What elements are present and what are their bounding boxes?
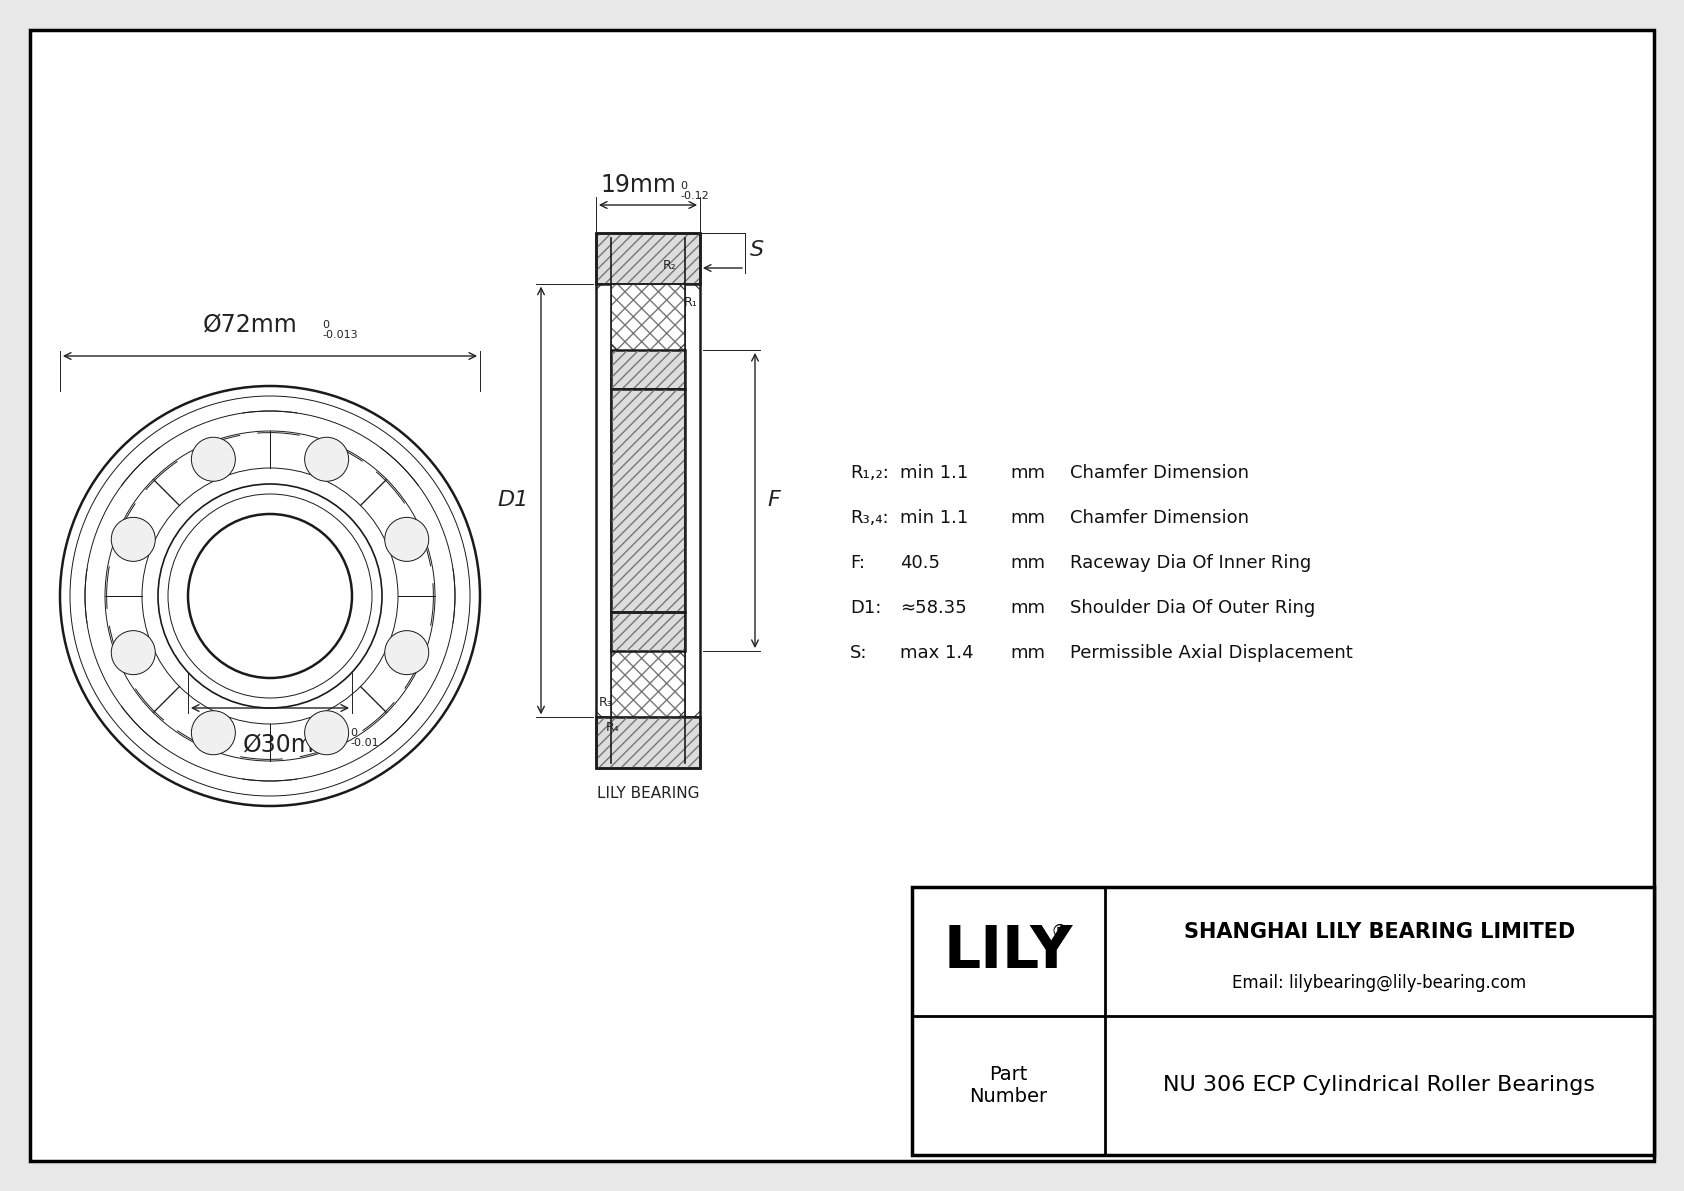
Text: ≈58.35: ≈58.35: [899, 599, 967, 617]
Text: R₃,₄:: R₃,₄:: [850, 509, 889, 526]
Ellipse shape: [1218, 1031, 1229, 1040]
Text: min 1.1: min 1.1: [899, 509, 968, 526]
Text: 0: 0: [322, 320, 328, 330]
Text: 40.5: 40.5: [899, 554, 940, 572]
Text: -0.01: -0.01: [350, 738, 379, 748]
Ellipse shape: [1170, 946, 1450, 1125]
Ellipse shape: [1391, 1031, 1403, 1040]
Text: F: F: [766, 491, 780, 511]
Text: ®: ®: [1051, 922, 1068, 941]
Ellipse shape: [1187, 952, 1465, 1129]
Ellipse shape: [1180, 949, 1458, 1128]
Bar: [596, 233, 701, 768]
Text: R₁: R₁: [684, 295, 697, 308]
Text: SHANGHAI LILY BEARING LIMITED: SHANGHAI LILY BEARING LIMITED: [1184, 922, 1575, 942]
Bar: [596, 717, 701, 768]
Ellipse shape: [1243, 992, 1255, 1000]
Text: mm: mm: [1010, 599, 1046, 617]
Bar: [611, 651, 685, 717]
Ellipse shape: [1170, 947, 1452, 1127]
Ellipse shape: [1174, 948, 1453, 1127]
Text: mm: mm: [1010, 644, 1046, 662]
Ellipse shape: [1303, 977, 1315, 984]
Text: Ø30mm: Ø30mm: [242, 732, 337, 756]
Text: mm: mm: [1010, 464, 1046, 482]
Ellipse shape: [1366, 992, 1378, 1000]
Ellipse shape: [1179, 949, 1458, 1128]
Text: LILY: LILY: [943, 923, 1073, 980]
Text: Permissible Axial Displacement: Permissible Axial Displacement: [1069, 644, 1352, 662]
Text: mm: mm: [1010, 554, 1046, 572]
Bar: [596, 233, 701, 283]
Bar: [611, 283, 685, 350]
Circle shape: [192, 437, 236, 481]
Text: S: S: [749, 241, 765, 260]
Text: F:: F:: [850, 554, 866, 572]
Text: max 1.4: max 1.4: [899, 644, 973, 662]
Text: Shoulder Dia Of Outer Ring: Shoulder Dia Of Outer Ring: [1069, 599, 1315, 617]
Ellipse shape: [1231, 1039, 1329, 1074]
Text: NU 306 ECP Cylindrical Roller Bearings: NU 306 ECP Cylindrical Roller Bearings: [1164, 1075, 1595, 1096]
Circle shape: [305, 437, 349, 481]
Text: R₁,₂:: R₁,₂:: [850, 464, 889, 482]
Bar: [611, 389, 685, 612]
Circle shape: [111, 631, 155, 674]
Text: R₂: R₂: [663, 258, 677, 272]
Bar: [596, 717, 701, 768]
Bar: [611, 612, 685, 651]
Bar: [611, 283, 685, 350]
Ellipse shape: [1303, 1087, 1315, 1096]
Ellipse shape: [1184, 950, 1462, 1129]
Ellipse shape: [1172, 947, 1452, 1127]
Text: R₄: R₄: [606, 722, 620, 735]
Bar: [596, 233, 701, 283]
Bar: [611, 350, 685, 389]
Circle shape: [192, 711, 236, 755]
Circle shape: [384, 631, 429, 674]
Text: mm: mm: [1010, 509, 1046, 526]
Text: R₃: R₃: [600, 697, 613, 710]
Text: D1:: D1:: [850, 599, 881, 617]
Bar: [594, 232, 701, 769]
Text: -0.013: -0.013: [322, 330, 357, 339]
Bar: [611, 651, 685, 717]
Text: Chamfer Dimension: Chamfer Dimension: [1069, 509, 1250, 526]
Ellipse shape: [1243, 1072, 1255, 1079]
Ellipse shape: [1175, 948, 1455, 1127]
Text: -0.12: -0.12: [680, 191, 709, 201]
Bar: [611, 350, 685, 389]
Text: S:: S:: [850, 644, 867, 662]
Text: Raceway Dia Of Inner Ring: Raceway Dia Of Inner Ring: [1069, 554, 1312, 572]
Ellipse shape: [1182, 950, 1460, 1129]
Text: Chamfer Dimension: Chamfer Dimension: [1069, 464, 1250, 482]
Ellipse shape: [1189, 953, 1465, 1130]
Bar: [611, 389, 685, 612]
Text: Ø72mm: Ø72mm: [202, 312, 298, 336]
Ellipse shape: [1255, 1000, 1366, 1072]
Text: LILY BEARING: LILY BEARING: [596, 786, 699, 802]
Text: 0: 0: [680, 181, 687, 191]
Text: D1: D1: [498, 491, 529, 511]
Ellipse shape: [1366, 1072, 1378, 1079]
Bar: [611, 612, 685, 651]
Text: 19mm: 19mm: [600, 173, 675, 197]
Circle shape: [111, 517, 155, 561]
Text: min 1.1: min 1.1: [899, 464, 968, 482]
Ellipse shape: [1177, 949, 1457, 1128]
Text: Email: lilybearing@lily-bearing.com: Email: lilybearing@lily-bearing.com: [1233, 974, 1527, 992]
Ellipse shape: [1186, 952, 1463, 1129]
Text: 0: 0: [350, 728, 357, 738]
Bar: [913, 887, 1654, 1155]
Text: Part
Number: Part Number: [970, 1065, 1047, 1105]
Circle shape: [384, 517, 429, 561]
Ellipse shape: [1170, 946, 1450, 1125]
Circle shape: [305, 711, 349, 755]
